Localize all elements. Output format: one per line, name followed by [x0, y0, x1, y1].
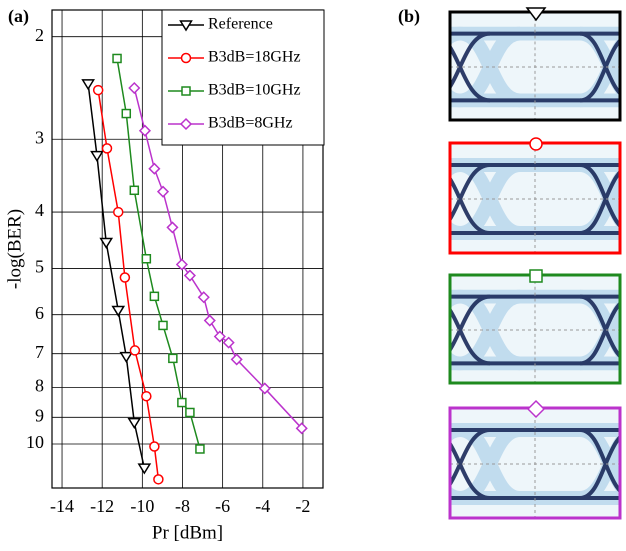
legend-label: B3dB=10GHz: [208, 82, 301, 99]
eye-marker: [530, 270, 542, 282]
eye-marker: [530, 138, 542, 150]
panel-label: (a): [8, 6, 29, 27]
legend-label: Reference: [208, 16, 273, 33]
legend-label: B3dB=18GHz: [208, 49, 301, 66]
page: {"chart_data": {"type": "line", "panel_l…: [0, 0, 626, 551]
marker: [130, 186, 138, 194]
marker: [150, 442, 159, 451]
marker: [130, 346, 139, 355]
marker: [142, 255, 150, 263]
y-tick-label: 2: [35, 25, 44, 45]
marker: [182, 87, 190, 95]
y-tick-label: 3: [35, 127, 44, 147]
panel-label: (b): [398, 6, 420, 27]
plot: 2 3 4 5 6 7 8 9 10 -14 -12 -10 -8 -6 -4 -2 Pr [dBm] -log(…: [4, 10, 324, 543]
marker: [159, 321, 167, 329]
y-tick-label: 8: [35, 376, 44, 396]
y-tick-label: 6: [35, 303, 44, 323]
marker: [169, 354, 177, 362]
legend-label: B3dB=8GHz: [208, 115, 293, 132]
x-tick-label: -6: [215, 496, 230, 516]
x-tick-label: -8: [175, 496, 190, 516]
marker: [150, 292, 158, 300]
marker: [120, 273, 129, 282]
y-tick-label: 9: [35, 405, 44, 425]
y-axis-label: -log(BER): [4, 209, 25, 289]
x-tick-label: -4: [255, 496, 270, 516]
eye-diagrams: [400, 8, 626, 518]
marker: [103, 144, 112, 153]
eye-diagram: [400, 408, 626, 518]
eye-diagram: [400, 143, 626, 253]
figure: (a) (b) 2 3 4 5 6 7 8 9 10 -14 -12 -10 -8 -6 -4 -2 Pr [d…: [0, 0, 626, 546]
x-tick-label: -10: [130, 496, 154, 516]
x-tick-label: -12: [90, 496, 114, 516]
x-tick-label: -14: [50, 496, 74, 516]
marker: [178, 399, 186, 407]
marker: [142, 392, 151, 401]
legend: Reference B3dB=18GHz B3dB=10GHz B3dB=8GHz: [162, 10, 324, 145]
eye-diagram: [400, 275, 626, 383]
marker: [113, 54, 121, 62]
y-tick-label: 5: [35, 257, 44, 277]
marker: [182, 54, 191, 63]
marker: [186, 408, 194, 416]
marker: [122, 110, 130, 118]
marker: [114, 208, 123, 217]
marker: [196, 445, 204, 453]
marker: [154, 475, 163, 484]
marker: [94, 86, 103, 95]
y-tick-label: 10: [26, 432, 44, 452]
x-axis-label: Pr [dBm]: [152, 522, 223, 543]
y-tick-label: 4: [35, 200, 44, 220]
x-tick-label: -2: [295, 496, 310, 516]
eye-diagram: [400, 12, 626, 120]
y-tick-label: 7: [35, 342, 44, 362]
